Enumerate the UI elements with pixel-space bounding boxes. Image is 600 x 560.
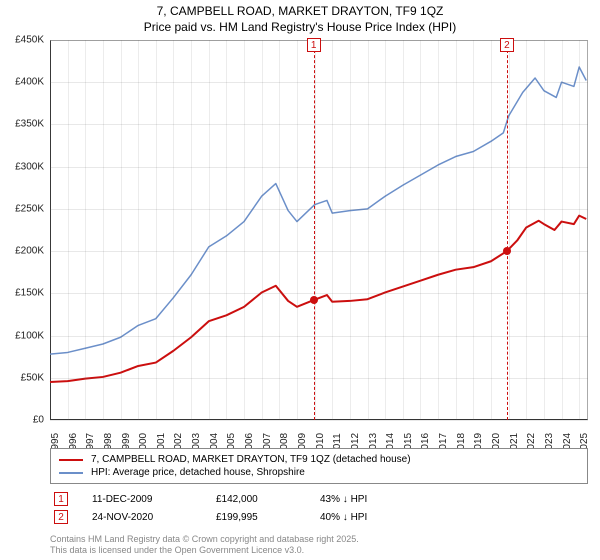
gridline-v <box>173 40 174 420</box>
gridline-v <box>562 40 563 420</box>
gridline-v <box>226 40 227 420</box>
gridline-v <box>297 40 298 420</box>
legend-label: HPI: Average price, detached house, Shro… <box>91 467 305 478</box>
y-tick-label: £250K <box>15 203 44 214</box>
sale-row-hpi: 43% ↓ HPI <box>320 494 367 505</box>
sale-marker-dot <box>310 296 318 304</box>
attribution: Contains HM Land Registry data © Crown c… <box>50 534 359 556</box>
sale-marker-box: 2 <box>500 38 514 52</box>
gridline-v <box>526 40 527 420</box>
gridline-v <box>68 40 69 420</box>
gridline-h <box>50 420 588 421</box>
gridline-v <box>403 40 404 420</box>
chart-plot-area: £0£50K£100K£150K£200K£250K£300K£350K£400… <box>50 40 588 420</box>
series-hpi <box>50 67 586 354</box>
gridline-v <box>456 40 457 420</box>
gridline-v <box>191 40 192 420</box>
gridline-v <box>438 40 439 420</box>
gridline-v <box>315 40 316 420</box>
gridline-v <box>491 40 492 420</box>
title-line-1: 7, CAMPBELL ROAD, MARKET DRAYTON, TF9 1Q… <box>0 4 600 20</box>
sale-marker-line <box>314 40 315 420</box>
chart-title: 7, CAMPBELL ROAD, MARKET DRAYTON, TF9 1Q… <box>0 0 600 35</box>
y-tick-label: £450K <box>15 35 44 46</box>
y-tick-label: £150K <box>15 288 44 299</box>
sale-records: 1 11-DEC-2009 £142,000 43% ↓ HPI 2 24-NOV-202… <box>50 490 588 526</box>
gridline-v <box>121 40 122 420</box>
gridline-v <box>156 40 157 420</box>
gridline-v <box>279 40 280 420</box>
sale-row-date: 11-DEC-2009 <box>92 494 192 505</box>
title-line-2: Price paid vs. HM Land Registry's House … <box>0 20 600 36</box>
y-tick-label: £0 <box>33 415 44 426</box>
legend-box: 7, CAMPBELL ROAD, MARKET DRAYTON, TF9 1Q… <box>50 448 588 484</box>
gridline-v <box>579 40 580 420</box>
sale-row-marker: 2 <box>54 510 68 524</box>
sale-row-date: 24-NOV-2020 <box>92 512 192 523</box>
gridline-v <box>209 40 210 420</box>
gridline-v <box>544 40 545 420</box>
sale-marker-box: 1 <box>307 38 321 52</box>
gridline-v <box>138 40 139 420</box>
sale-row-marker: 1 <box>54 492 68 506</box>
gridline-v <box>368 40 369 420</box>
sale-row: 2 24-NOV-2020 £199,995 40% ↓ HPI <box>50 508 588 526</box>
sale-row-price: £142,000 <box>216 494 296 505</box>
gridline-v <box>385 40 386 420</box>
y-tick-label: £400K <box>15 77 44 88</box>
gridline-v <box>509 40 510 420</box>
sale-marker-dot <box>503 247 511 255</box>
y-tick-label: £300K <box>15 161 44 172</box>
series-price_paid <box>50 216 586 382</box>
sale-row: 1 11-DEC-2009 £142,000 43% ↓ HPI <box>50 490 588 508</box>
attribution-line-1: Contains HM Land Registry data © Crown c… <box>50 534 359 545</box>
gridline-v <box>262 40 263 420</box>
y-tick-label: £100K <box>15 330 44 341</box>
y-tick-label: £200K <box>15 246 44 257</box>
legend-label: 7, CAMPBELL ROAD, MARKET DRAYTON, TF9 1Q… <box>91 454 411 465</box>
gridline-v <box>350 40 351 420</box>
legend-row: HPI: Average price, detached house, Shro… <box>59 466 579 479</box>
sale-row-price: £199,995 <box>216 512 296 523</box>
y-tick-label: £50K <box>21 372 44 383</box>
gridline-v <box>85 40 86 420</box>
sale-row-hpi: 40% ↓ HPI <box>320 512 367 523</box>
legend-row: 7, CAMPBELL ROAD, MARKET DRAYTON, TF9 1Q… <box>59 453 579 466</box>
attribution-line-2: This data is licensed under the Open Gov… <box>50 545 359 556</box>
legend-swatch <box>59 459 83 461</box>
gridline-v <box>244 40 245 420</box>
y-tick-label: £350K <box>15 119 44 130</box>
gridline-v <box>473 40 474 420</box>
gridline-v <box>332 40 333 420</box>
gridline-v <box>420 40 421 420</box>
legend-swatch <box>59 472 83 474</box>
gridline-v <box>103 40 104 420</box>
gridline-v <box>50 40 51 420</box>
legend: 7, CAMPBELL ROAD, MARKET DRAYTON, TF9 1Q… <box>50 448 588 526</box>
sale-marker-line <box>507 40 508 420</box>
